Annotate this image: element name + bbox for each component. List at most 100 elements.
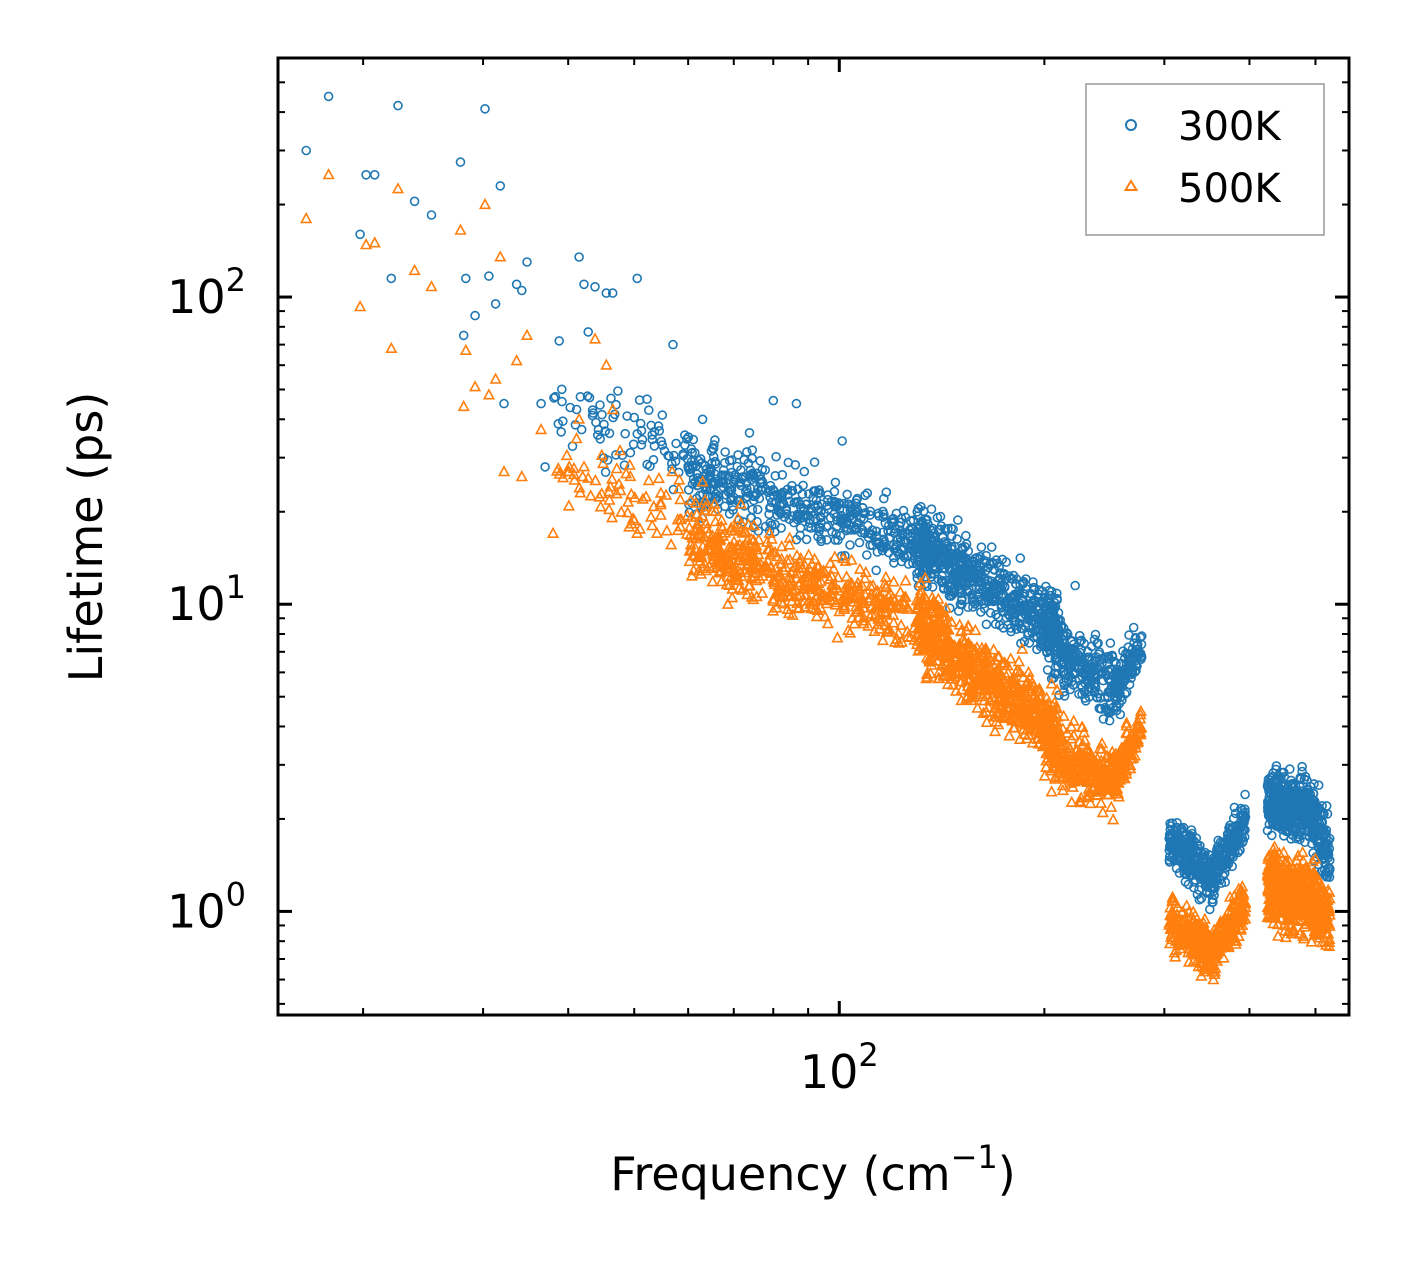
point-300K [1285,764,1295,774]
point-300K [584,392,595,403]
point-300K [1263,779,1274,790]
point-300K [1262,825,1273,836]
point-300K [766,497,777,508]
point-300K [861,550,872,560]
point-300K [1103,673,1114,684]
point-300K [1133,644,1143,655]
point-300K [952,515,963,525]
point-300K [812,500,823,511]
point-300K [940,547,951,558]
point-300K [918,518,928,529]
point-300K [1044,585,1054,596]
point-300K [860,490,870,501]
point-300K [1010,592,1020,603]
point-300K [1178,822,1189,833]
point-300K [946,586,957,597]
point-300K [1007,603,1017,614]
point-300K [536,398,546,409]
point-300K [1095,693,1106,703]
point-300K [873,508,884,519]
point-300K [470,310,480,321]
point-300K [999,568,1009,579]
point-300K [1300,771,1311,782]
point-300K [777,469,788,480]
point-300K [1054,690,1064,701]
point-300K [1221,863,1231,873]
point-300K [540,462,550,472]
point-300K [783,457,794,468]
point-300K [1309,779,1319,789]
point-300K [808,492,818,503]
point-300K [1174,868,1185,878]
point-300K [484,271,494,281]
point-300K [1058,667,1068,678]
point-300K [1113,684,1124,694]
point-300K [1059,690,1070,701]
point-300K [739,501,750,511]
point-300K [942,541,953,552]
point-300K [595,400,605,410]
point-300K [813,531,823,542]
point-300K [1062,628,1072,638]
point-300K [1109,656,1120,667]
point-300K [1055,615,1065,625]
point-300K [1210,883,1220,893]
point-300K [800,499,811,510]
point-300K [963,546,974,557]
point-300K [755,455,766,466]
point-300K [593,424,604,435]
point-300K [985,559,995,569]
point-300K [706,446,717,456]
point-300K [1107,650,1117,661]
point-300K [695,454,706,464]
point-300K [862,488,873,499]
point-300K [963,602,973,613]
point-300K [355,229,365,240]
point-300K [844,499,855,510]
point-300K [832,515,842,526]
point-300K [1054,638,1065,649]
point-300K [556,384,567,395]
point-300K [914,519,925,530]
point-300K [490,299,501,309]
point-300K [1205,876,1215,886]
point-300K [1112,693,1123,703]
point-300K [902,551,912,561]
point-300K [1292,811,1302,822]
point-300K [1075,654,1085,665]
point-300K [592,430,603,440]
point-300K [851,507,862,518]
point-300K [981,619,992,630]
point-300K [938,582,949,593]
point-300K [845,506,856,516]
point-300K [579,279,589,290]
point-300K [1027,602,1037,612]
point-300K [1090,629,1101,640]
point-300K [929,569,940,579]
point-300K [1128,622,1139,633]
point-300K [953,606,964,616]
point-300K [939,524,950,534]
point-300K [814,526,824,537]
point-300K [687,460,698,471]
point-300K [760,484,771,494]
point-300K [1276,813,1287,824]
point-300K [1276,773,1286,783]
point-300K [842,489,853,500]
point-300K [386,273,397,284]
point-300K [1126,665,1137,676]
point-300K [654,425,665,436]
point-300K [600,467,611,478]
point-300K [1186,850,1196,860]
point-300K [720,470,731,481]
point-300K [805,514,815,525]
point-300K [1095,654,1105,665]
point-300K [748,495,759,506]
point-300K [678,449,689,459]
point-300K [1293,829,1304,840]
point-300K [1033,597,1043,607]
point-300K [1062,644,1072,654]
point-300K [1281,793,1291,803]
point-300K [920,533,931,543]
